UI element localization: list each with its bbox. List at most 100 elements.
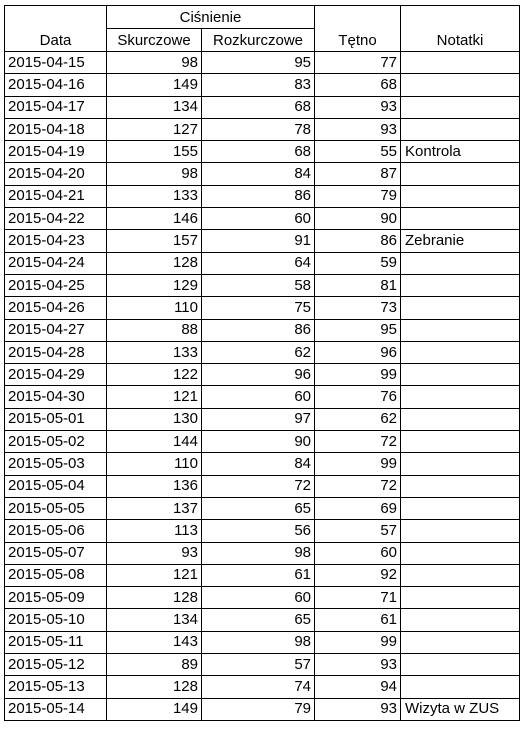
cell-pulse: 96	[314, 340, 401, 365]
cell-notes	[400, 318, 520, 342]
cell-notes	[400, 162, 520, 186]
cell-pulse: 73	[314, 296, 401, 320]
cell-diastolic: 62	[201, 340, 315, 365]
cell-date: 2015-05-13	[4, 675, 107, 699]
cell-notes: Kontrola	[400, 140, 520, 164]
cell-pulse: 57	[314, 519, 401, 543]
table-row: 2015-04-17 134 68 93	[4, 95, 520, 119]
cell-diastolic: 98	[201, 541, 315, 565]
table-row: 2015-04-29 122 96 99	[4, 363, 520, 387]
cell-diastolic: 65	[201, 496, 315, 521]
cell-notes	[400, 653, 520, 677]
cell-pulse: 76	[314, 385, 401, 409]
header-notes: Notatki	[400, 5, 520, 52]
table-row: 2015-05-01 130 97 62	[4, 407, 520, 432]
cell-pulse: 72	[314, 474, 401, 498]
cell-date: 2015-04-27	[4, 318, 107, 342]
cell-systolic: 143	[106, 630, 202, 655]
cell-systolic: 149	[106, 697, 202, 721]
cell-pulse: 94	[314, 675, 401, 699]
table-row: 2015-04-28 133 62 96	[4, 340, 520, 365]
cell-systolic: 133	[106, 340, 202, 365]
cell-systolic: 130	[106, 407, 202, 432]
cell-date: 2015-04-16	[4, 73, 107, 97]
cell-notes	[400, 675, 520, 699]
table-row: 2015-04-18 127 78 93	[4, 117, 520, 142]
table-row: 2015-04-21 133 86 79	[4, 184, 520, 209]
cell-date: 2015-04-18	[4, 117, 107, 142]
cell-pulse: 90	[314, 207, 401, 231]
cell-date: 2015-05-02	[4, 430, 107, 454]
cell-diastolic: 74	[201, 675, 315, 699]
table-row: 2015-04-25 129 58 81	[4, 273, 520, 298]
cell-notes	[400, 251, 520, 275]
cell-systolic: 113	[106, 519, 202, 543]
cell-pulse: 68	[314, 73, 401, 97]
cell-systolic: 110	[106, 452, 202, 476]
table-row: 2015-05-06 113 56 57	[4, 519, 520, 543]
table-row: 2015-05-11 143 98 99	[4, 630, 520, 655]
cell-systolic: 146	[106, 207, 202, 231]
cell-pulse: 59	[314, 251, 401, 275]
cell-date: 2015-05-01	[4, 407, 107, 432]
cell-systolic: 88	[106, 318, 202, 342]
cell-diastolic: 57	[201, 653, 315, 677]
cell-systolic: 128	[106, 251, 202, 275]
cell-systolic: 93	[106, 541, 202, 565]
cell-diastolic: 72	[201, 474, 315, 498]
cell-date: 2015-04-26	[4, 296, 107, 320]
cell-date: 2015-04-22	[4, 207, 107, 231]
table-row: 2015-05-14 149 79 93 Wizyta w ZUS	[4, 697, 520, 721]
cell-diastolic: 96	[201, 363, 315, 387]
table-row: 2015-04-20 98 84 87	[4, 162, 520, 186]
cell-date: 2015-04-28	[4, 340, 107, 365]
cell-systolic: 98	[106, 50, 202, 75]
cell-notes	[400, 496, 520, 521]
table-row: 2015-04-22 146 60 90	[4, 207, 520, 231]
cell-pulse: 93	[314, 653, 401, 677]
cell-date: 2015-05-11	[4, 630, 107, 655]
table-row: 2015-05-05 137 65 69	[4, 496, 520, 521]
header-pulse: Tętno	[314, 5, 401, 52]
cell-notes: Wizyta w ZUS	[400, 697, 520, 721]
cell-notes	[400, 608, 520, 632]
header-row-bottom: Skurczowe Rozkurczowe	[5, 28, 520, 52]
cell-notes	[400, 95, 520, 119]
cell-diastolic: 64	[201, 251, 315, 275]
table-row: 2015-04-27 88 86 95	[4, 318, 520, 342]
cell-pulse: 86	[314, 229, 401, 253]
cell-diastolic: 61	[201, 563, 315, 588]
header-diastolic: Rozkurczowe	[201, 28, 315, 52]
cell-notes	[400, 296, 520, 320]
cell-notes	[400, 385, 520, 409]
cell-notes	[400, 430, 520, 454]
cell-pulse: 93	[314, 697, 401, 721]
cell-notes	[400, 519, 520, 543]
table-row: 2015-05-08 121 61 92	[4, 563, 520, 588]
cell-notes	[400, 563, 520, 588]
header-row-top: Data Ciśnienie Tętno Notatki	[4, 5, 520, 52]
cell-date: 2015-05-07	[4, 541, 107, 565]
cell-systolic: 133	[106, 184, 202, 209]
cell-date: 2015-05-09	[4, 586, 107, 610]
cell-pulse: 92	[314, 563, 401, 588]
header-systolic: Skurczowe	[106, 28, 202, 52]
cell-notes: Zebranie	[400, 229, 520, 253]
blood-pressure-table: Data Ciśnienie Tętno Notatki Skurczowe R…	[4, 5, 520, 721]
cell-diastolic: 78	[201, 117, 315, 142]
table-row: 2015-04-30 121 60 76	[4, 385, 520, 409]
cell-date: 2015-04-19	[4, 140, 107, 164]
cell-pulse: 71	[314, 586, 401, 610]
cell-pulse: 87	[314, 162, 401, 186]
cell-systolic: 157	[106, 229, 202, 253]
table-row: 2015-05-12 89 57 93	[4, 653, 520, 677]
cell-date: 2015-05-06	[4, 519, 107, 543]
cell-date: 2015-05-10	[4, 608, 107, 632]
cell-diastolic: 79	[201, 697, 315, 721]
cell-diastolic: 65	[201, 608, 315, 632]
header-pressure-group: Ciśnienie	[106, 5, 315, 29]
cell-diastolic: 90	[201, 430, 315, 454]
cell-pulse: 61	[314, 608, 401, 632]
cell-date: 2015-04-20	[4, 162, 107, 186]
cell-pulse: 72	[314, 430, 401, 454]
